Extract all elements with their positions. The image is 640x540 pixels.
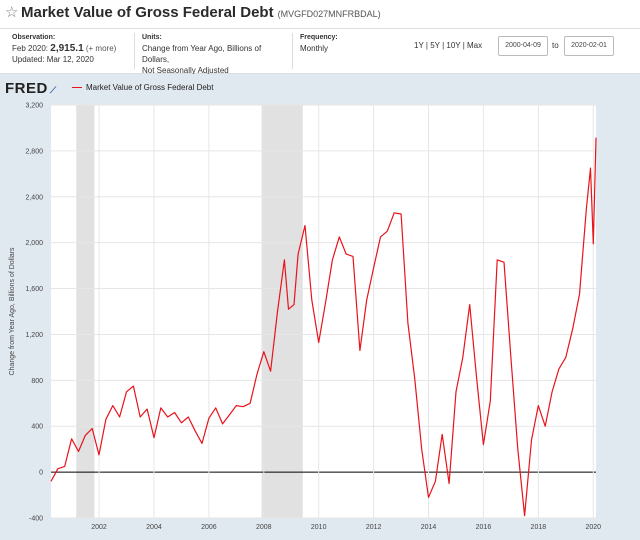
- more-link[interactable]: (+ more): [85, 44, 117, 53]
- y-tick-label: 2,800: [25, 148, 43, 155]
- units-value-2: Not Seasonally Adjusted: [142, 66, 229, 75]
- series-id: (MVGFD027MNFRBDAL): [277, 9, 381, 19]
- observation-block: Observation: Feb 2020: 2,915.1 (+ more) …: [12, 32, 116, 65]
- y-tick-label: 2,000: [25, 240, 43, 247]
- x-tick-label: 2012: [366, 524, 382, 531]
- chart-area: FRED ⟋ Market Value of Gross Federal Debt…: [0, 74, 640, 540]
- range-separator: |: [425, 41, 428, 50]
- observation-value: 2,915.1: [50, 43, 84, 54]
- y-tick-label: -400: [29, 516, 43, 523]
- legend-label: Market Value of Gross Federal Debt: [86, 83, 214, 92]
- line-chart: -400 0 400 800 1,200 1,600 2,000 2,400 2,800 3,20…: [9, 103, 601, 532]
- y-tick-label: 2,400: [25, 194, 43, 201]
- series-title: Market Value of Gross Federal Debt: [21, 4, 274, 21]
- x-tick-label: 2008: [256, 524, 272, 531]
- x-tick-label: 2018: [531, 524, 547, 531]
- x-tick-label: 2016: [476, 524, 492, 531]
- x-tick-label: 2010: [311, 524, 327, 531]
- series-line: [50, 137, 597, 517]
- range-separator: |: [462, 41, 465, 50]
- fred-logo[interactable]: FRED ⟋: [5, 80, 57, 97]
- y-axis-title: Change from Year Ago, Billions of Dollar…: [9, 247, 16, 376]
- observation-date: Feb 2020:: [12, 44, 49, 53]
- range-1y-button[interactable]: 1Y: [414, 41, 424, 50]
- units-block: Units: Change from Year Ago, Billions of…: [142, 32, 282, 76]
- x-tick-label: 2002: [91, 524, 107, 531]
- range-separator: |: [442, 41, 445, 50]
- frequency-block: Frequency: Monthly: [300, 32, 338, 54]
- fred-logo-text: FRED: [5, 80, 48, 97]
- observation-label: Observation:: [12, 34, 56, 41]
- range-5y-button[interactable]: 5Y: [430, 41, 440, 50]
- to-label: to: [552, 41, 559, 50]
- frequency-label: Frequency:: [300, 34, 338, 41]
- x-tick-label: 2014: [421, 524, 437, 531]
- divider: [292, 33, 293, 69]
- units-label: Units:: [142, 34, 162, 41]
- x-tick-label: 2006: [201, 524, 217, 531]
- recession-band: [76, 105, 95, 518]
- start-date-input[interactable]: 2000-04-09: [498, 36, 548, 56]
- fred-logo-icon: ⟋: [49, 85, 57, 95]
- divider: [134, 33, 135, 69]
- range-max-button[interactable]: Max: [467, 41, 483, 50]
- star-icon[interactable]: ☆: [5, 4, 19, 21]
- y-tick-label: 3,200: [25, 103, 43, 110]
- x-tick-label: 2004: [146, 524, 162, 531]
- updated-text: Updated: Mar 12, 2020: [12, 55, 94, 64]
- range-10y-button[interactable]: 10Y: [446, 41, 461, 50]
- legend-swatch: [72, 87, 82, 89]
- frequency-value: Monthly: [300, 44, 329, 53]
- recession-band: [261, 105, 303, 518]
- x-tick-label: 2020: [585, 524, 601, 531]
- title-bar: ☆ Market Value of Gross Federal Debt (MVG…: [0, 0, 640, 26]
- y-tick-label: 1,600: [25, 286, 43, 293]
- page-title: Market Value of Gross Federal Debt (MVGFD…: [21, 4, 381, 21]
- chart-legend: Market Value of Gross Federal Debt: [72, 83, 213, 92]
- info-bar: Observation: Feb 2020: 2,915.1 (+ more) …: [0, 28, 640, 76]
- y-tick-label: 1,200: [25, 332, 43, 339]
- y-tick-label: 400: [31, 424, 43, 431]
- units-value: Change from Year Ago, Billions of Dollar…: [142, 44, 262, 64]
- range-links: 1Y | 5Y | 10Y | Max: [414, 41, 482, 50]
- y-tick-label: 0: [39, 470, 43, 477]
- end-date-input[interactable]: 2020-02-01: [564, 36, 614, 56]
- y-tick-label: 800: [31, 378, 43, 385]
